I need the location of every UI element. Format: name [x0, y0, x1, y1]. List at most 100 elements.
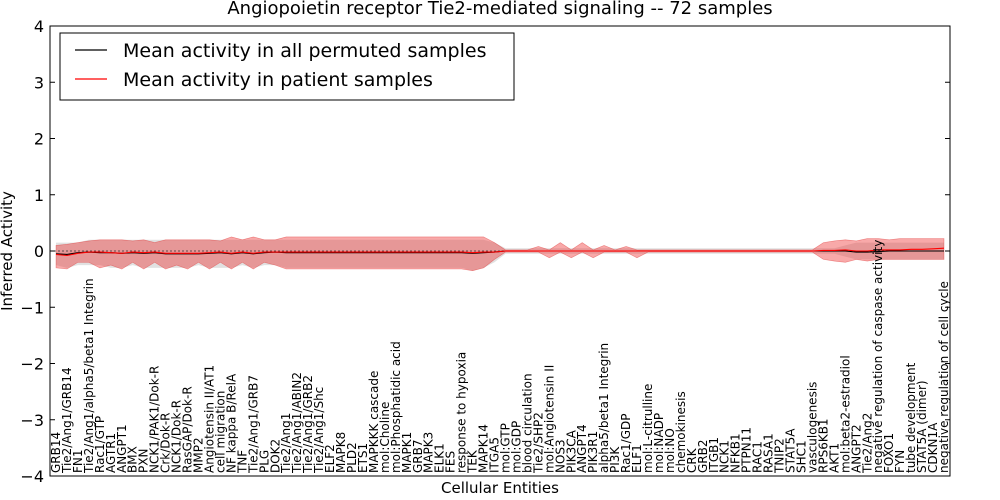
x-category-label: alpha5/beta1 Integrin: [597, 343, 611, 473]
y-tick-label: 4: [34, 17, 44, 36]
plot-frame: [49, 25, 951, 477]
x-category-label: CRK: [685, 447, 699, 473]
patient-std-band: [55, 236, 945, 272]
x-category-label: PTPN11: [740, 427, 754, 473]
x-category-label: NOS3: [553, 439, 567, 473]
x-category-label: MAPK3: [422, 432, 436, 473]
y-tick-label: 3: [34, 73, 44, 92]
x-category-label: ANGPT1: [115, 424, 129, 473]
x-category-label: ANGPT4: [575, 424, 589, 473]
x-category-label: ELF2: [323, 444, 337, 473]
x-category-label: mol:NADP: [652, 413, 666, 473]
y-tick-label: −1: [20, 298, 44, 317]
x-category-label: PIK3CA: [564, 429, 578, 473]
x-axis-title: Cellular Entities: [441, 479, 559, 497]
x-category-label: FOXO1: [882, 433, 896, 473]
x-category-label: Tie2/Ang1/GRB7: [246, 375, 260, 474]
patient-mean-line: [55, 247, 945, 257]
x-category-label: Tie2/Ang1/GRB14: [60, 367, 74, 474]
x-category-label: GRB14: [49, 432, 63, 473]
x-category-label: AKT1: [827, 443, 841, 473]
x-category-label: tube development: [904, 362, 918, 473]
x-category-label: ELF1: [630, 444, 644, 473]
x-category-label: Tie2/Ang1/ABIN2: [290, 372, 304, 474]
x-category-label: TEK: [466, 449, 480, 474]
legend: Mean activity in all permuted samples Me…: [59, 32, 515, 101]
x-category-label: RPS6KB1: [816, 418, 830, 473]
x-category-label: MAPK1: [400, 432, 414, 473]
y-tick-label: 2: [34, 130, 44, 149]
x-category-label: ANGPT2: [849, 424, 863, 473]
x-category-label: MMP2: [192, 437, 206, 473]
x-category-label: mol:NO: [663, 428, 677, 473]
x-category-label: TNIP2: [773, 438, 787, 474]
x-category-label: TNF: [235, 450, 249, 474]
x-category-label: GRB2: [696, 439, 710, 473]
x-category-label: RasGAP/Dok-R: [181, 386, 195, 473]
x-category-label: FN1: [71, 449, 85, 473]
y-tick-label: 0: [34, 242, 44, 261]
x-category-label: RAC1: [751, 441, 765, 473]
x-category-label: Tie2/SHP2: [531, 412, 545, 474]
x-category-label: Tie2/Ang1/alpha5/beta1 Integrin: [82, 278, 96, 474]
x-category-label: GRB7: [411, 439, 425, 473]
y-tick-label: 1: [34, 186, 44, 205]
x-category-label: mol:beta2-estradiol: [838, 355, 852, 473]
x-category-label: response to hypoxia: [455, 352, 469, 473]
x-category-label: cell migration: [213, 391, 227, 473]
x-category-label: ITGB1: [707, 437, 721, 473]
x-category-label: PI3K: [608, 446, 622, 473]
y-tick-label: −4: [20, 467, 44, 486]
x-category-label: negative regulation of cell cycle: [937, 281, 951, 473]
x-category-label: PXN: [137, 449, 151, 473]
x-category-label: NF kappa B/RelA: [224, 373, 238, 473]
x-category-label: CDKN1A: [926, 422, 940, 473]
y-axis-title: Inferred Activity: [0, 191, 16, 311]
x-category-label: NCK1: [718, 440, 732, 473]
legend-label-permuted: Mean activity in all permuted samples: [123, 40, 486, 62]
x-category-label: BMX: [126, 446, 140, 473]
x-category-label: Angiotensin II/AT1: [202, 365, 216, 473]
x-category-label: Rac1/GTP: [93, 416, 107, 473]
x-category-label: PLG: [257, 450, 271, 473]
x-category-label: mol:Angiotensin II: [542, 365, 556, 473]
x-axis-category-labels: GRB14Tie2/Ang1/GRB14FN1Tie2/Ang1/alpha5/…: [49, 240, 951, 474]
x-category-label: mol:GDP: [509, 421, 523, 473]
x-category-label: ELK1: [433, 443, 447, 473]
x-category-label: chemokinesis: [674, 391, 688, 473]
x-category-label: mol:Phosphatidic acid: [389, 341, 403, 473]
x-category-label: Tie2/Ang1/Shc: [312, 387, 326, 474]
permuted-std-band: [56, 239, 944, 271]
x-category-label: FES: [444, 451, 458, 473]
x-category-label: STAT5A: [784, 428, 798, 473]
x-category-label: mol:Choline: [378, 402, 392, 473]
x-category-label: mol:GTP: [498, 423, 512, 473]
x-category-label: blood circulation: [520, 373, 534, 473]
x-category-label: Rac1/GDP: [619, 414, 633, 473]
x-category-label: STAT5A (dimer): [915, 380, 929, 473]
x-category-label: MAPKKK cascade: [367, 371, 381, 473]
chart-title: Angiopoietin receptor Tie2-mediated sign…: [227, 0, 772, 19]
x-category-label: FYN: [893, 450, 907, 473]
x-category-label: MAPK14: [477, 424, 491, 473]
y-axis-ticks: 4 3 2 1 0 −1 −2 −3 −4: [20, 17, 950, 486]
x-category-label: RASA1: [762, 433, 776, 473]
x-category-label: NCK1/Dok-R: [170, 400, 184, 473]
x-category-label: PIK3R1: [586, 431, 600, 473]
x-category-label: Crk/Dok-R: [159, 412, 173, 473]
x-category-label: Tie2/Ang1: [279, 413, 293, 474]
x-category-label: negative regulation of caspase activity: [871, 240, 885, 473]
x-category-label: PLD2: [345, 442, 359, 473]
x-category-label: Tie2/Ang2: [860, 413, 874, 474]
legend-label-patient: Mean activity in patient samples: [123, 69, 433, 91]
y-tick-label: −2: [20, 355, 44, 374]
x-category-label: AGTR1: [104, 433, 118, 473]
x-category-label: MAPK8: [334, 432, 348, 473]
x-category-label: SHC1: [794, 440, 808, 473]
x-category-label: ITGA5: [488, 437, 502, 473]
x-category-label: NFKB1: [729, 433, 743, 473]
y-tick-label: −3: [20, 411, 44, 430]
legend-frame: [59, 32, 515, 101]
x-category-label: DOK2: [268, 439, 282, 473]
